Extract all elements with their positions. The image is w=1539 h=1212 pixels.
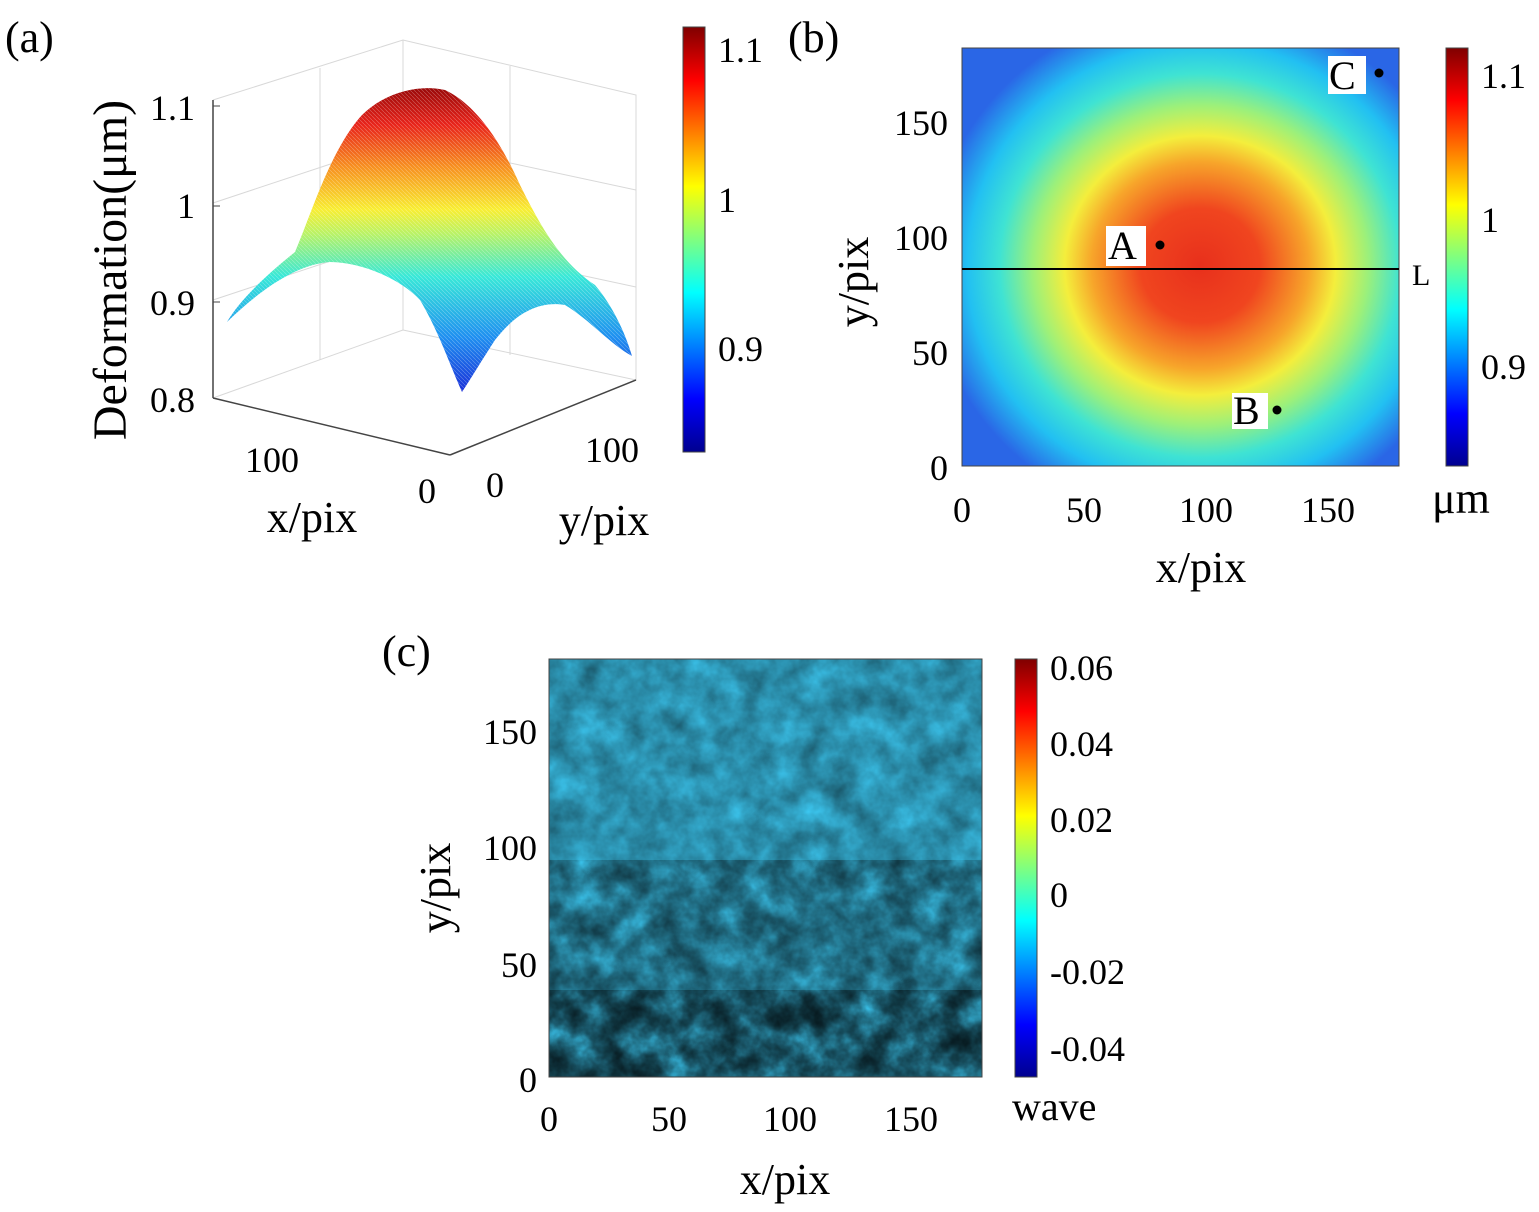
- c-x-tick-0: 0: [540, 1099, 558, 1139]
- panel-c-xlabel: x/pix: [740, 1155, 830, 1204]
- panel-b-y-ticks: 0 50 100 150: [894, 103, 948, 488]
- b-y-tick-150: 150: [894, 103, 948, 143]
- z-tick-1: 1: [177, 186, 195, 226]
- panel-a-xlabel: x/pix: [267, 493, 357, 542]
- cbar-b-tick-1: 1: [1481, 200, 1499, 240]
- c-y-tick-150: 150: [483, 712, 537, 752]
- cbar-c-tick-0.04: 0.04: [1050, 724, 1113, 764]
- c-y-tick-100: 100: [483, 828, 537, 868]
- panel-b-colorbar: 1.1 1 0.9 μm: [1432, 47, 1526, 523]
- c-x-tick-50: 50: [651, 1099, 687, 1139]
- panel-a-label: (a): [5, 13, 54, 62]
- cbar-c-unit: wave: [1012, 1084, 1096, 1129]
- panel-b-xlabel: x/pix: [1156, 543, 1246, 592]
- cbar-c-tick--0.02: -0.02: [1050, 952, 1125, 992]
- point-b: B: [1232, 388, 1282, 433]
- point-b-label: B: [1233, 388, 1260, 433]
- panel-c: (c) 0 50 100 150 0 50 100 150 x/pix y/pi…: [382, 627, 1125, 1204]
- panel-b: (b) 0 50 100 150 0 50 100 150 x/pix y/pi…: [788, 13, 1526, 592]
- panel-c-label: (c): [382, 627, 431, 676]
- deformation-surface: [227, 88, 632, 393]
- cbar-c-tick--0.04: -0.04: [1050, 1029, 1125, 1069]
- point-a: A: [1106, 223, 1165, 268]
- c-y-tick-50: 50: [501, 945, 537, 985]
- b-x-tick-100: 100: [1179, 490, 1233, 530]
- y-tick-0: 0: [486, 465, 504, 505]
- b-x-tick-0: 0: [953, 490, 971, 530]
- b-y-tick-100: 100: [894, 218, 948, 258]
- cbar-b-tick-0.9: 0.9: [1481, 347, 1526, 387]
- panel-b-heatmap: [962, 48, 1399, 466]
- cbar-a-tick-1: 1: [718, 180, 736, 220]
- panel-a: (a) 1.1 1 0.9 0.8: [5, 13, 763, 545]
- c-x-tick-150: 150: [884, 1099, 938, 1139]
- panel-b-label: (b): [788, 13, 839, 62]
- panel-c-ylabel: y/pix: [411, 843, 460, 933]
- cbar-c-tick-0.02: 0.02: [1050, 800, 1113, 840]
- cbar-b-tick-1.1: 1.1: [1481, 56, 1526, 96]
- cbar-b-unit: μm: [1432, 474, 1490, 523]
- b-x-tick-150: 150: [1301, 490, 1355, 530]
- panel-a-ylabel: y/pix: [559, 496, 649, 545]
- cbar-a-tick-0.9: 0.9: [718, 329, 763, 369]
- panel-b-ylabel: y/pix: [829, 237, 878, 327]
- cbar-c-tick-0.06: 0.06: [1050, 648, 1113, 688]
- b-y-tick-0: 0: [930, 448, 948, 488]
- panel-c-x-ticks: 0 50 100 150: [540, 1099, 938, 1139]
- panel-a-z-ticks: 1.1 1 0.9 0.8: [150, 88, 220, 420]
- z-tick-0.9: 0.9: [150, 283, 195, 323]
- b-y-tick-50: 50: [912, 333, 948, 373]
- z-tick-0.8: 0.8: [150, 380, 195, 420]
- y-tick-100: 100: [585, 430, 639, 470]
- point-c: C: [1328, 53, 1384, 98]
- panel-b-x-ticks: 0 50 100 150: [953, 490, 1355, 530]
- point-a-label: A: [1108, 223, 1137, 268]
- point-c-label: C: [1329, 53, 1356, 98]
- panel-c-y-ticks: 0 50 100 150: [483, 712, 537, 1100]
- cbar-c-tick-0: 0: [1050, 875, 1068, 915]
- c-y-tick-0: 0: [519, 1060, 537, 1100]
- x-tick-100: 100: [245, 440, 299, 480]
- panel-a-colorbar: 1.1 1 0.9: [682, 26, 763, 453]
- b-x-tick-50: 50: [1066, 490, 1102, 530]
- panel-c-colorbar: 0.06 0.04 0.02 0 -0.02 -0.04 wave: [1012, 648, 1125, 1129]
- x-tick-0: 0: [418, 471, 436, 511]
- cbar-a-tick-1.1: 1.1: [718, 30, 763, 70]
- panel-a-zlabel: Deformation(μm): [84, 100, 137, 440]
- panel-c-heatmap: [549, 659, 982, 1077]
- c-x-tick-100: 100: [763, 1099, 817, 1139]
- line-l-label: L: [1412, 259, 1430, 292]
- z-tick-1.1: 1.1: [150, 88, 195, 128]
- panel-a-axes: [212, 100, 637, 456]
